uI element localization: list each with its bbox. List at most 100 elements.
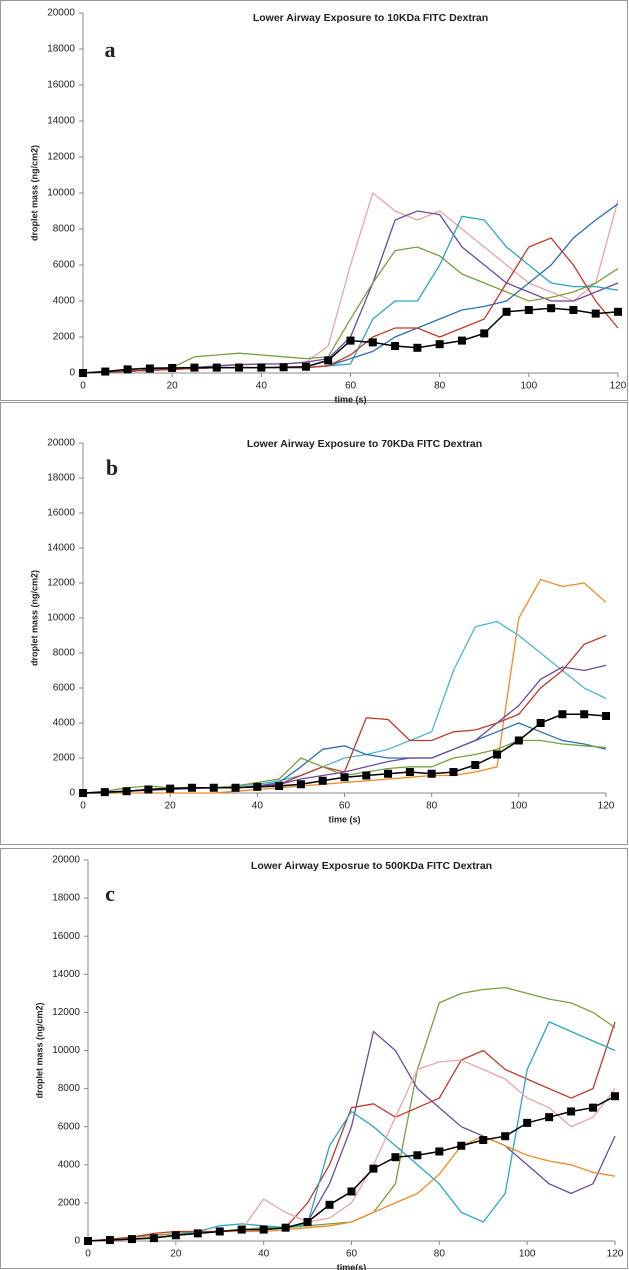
mean-marker	[259, 1225, 268, 1234]
mean-marker	[301, 362, 310, 371]
mean-marker	[171, 1231, 180, 1240]
y-tick-label: 6000	[53, 260, 76, 271]
mean-marker	[347, 1187, 356, 1196]
series-line	[82, 210, 619, 374]
x-tick-label: 40	[258, 1249, 270, 1260]
mean-marker	[123, 365, 132, 374]
y-tick-label: 10000	[47, 613, 75, 624]
mean-marker	[237, 1225, 246, 1234]
panel-label: c	[105, 881, 115, 906]
x-tick-label: 20	[170, 1249, 182, 1260]
y-tick-label: 16000	[47, 508, 75, 519]
mean-marker	[166, 784, 175, 793]
mean-marker	[536, 719, 545, 727]
mean-marker	[480, 329, 489, 338]
y-axis-label: droplet mass (ng/cm2)	[29, 570, 39, 666]
mean-marker	[457, 336, 466, 345]
x-tick-label: 100	[520, 381, 537, 392]
mean-marker	[127, 1235, 136, 1244]
mean-marker	[558, 710, 567, 719]
mean-marker	[449, 768, 458, 776]
x-axis-label: time (s)	[328, 814, 360, 824]
y-tick-label: 0	[69, 788, 75, 799]
mean-marker	[471, 761, 480, 769]
series-line	[87, 1059, 616, 1242]
y-tick-label: 14000	[52, 969, 80, 980]
x-tick-label: 0	[80, 381, 86, 392]
mean-marker	[79, 369, 87, 377]
y-tick-label: 18000	[47, 473, 75, 484]
mean-marker	[340, 773, 349, 782]
series-line	[82, 191, 619, 374]
y-tick-label: 2000	[53, 753, 76, 764]
mean-marker	[346, 336, 355, 345]
y-tick-label: 16000	[47, 80, 75, 91]
panel-label: a	[105, 37, 116, 62]
mean-marker	[547, 304, 556, 313]
mean-marker	[413, 1151, 422, 1160]
mean-marker	[362, 771, 371, 780]
y-tick-label: 8000	[53, 224, 76, 235]
y-tick-label: 14000	[47, 116, 75, 127]
x-tick-label: 60	[346, 1249, 358, 1260]
mean-marker	[391, 342, 400, 350]
mean-marker	[190, 363, 199, 372]
mean-marker	[580, 710, 589, 719]
x-axis-label: time (s)	[334, 394, 366, 404]
x-tick-label: 0	[80, 801, 86, 812]
x-tick-label: 80	[434, 1249, 446, 1260]
mean-marker	[279, 363, 288, 372]
mean-marker	[479, 1136, 488, 1145]
x-tick-label: 120	[610, 381, 627, 392]
mean-marker	[144, 785, 153, 794]
mean-marker	[602, 712, 610, 720]
y-tick-label: 2000	[58, 1198, 81, 1209]
panel-border	[0, 848, 628, 1269]
mean-marker	[149, 1234, 158, 1243]
y-tick-label: 14000	[47, 543, 75, 554]
mean-marker	[435, 340, 444, 349]
mean-marker	[122, 787, 131, 796]
series-line	[87, 1021, 616, 1242]
series-line	[82, 215, 619, 374]
x-tick-label: 100	[519, 1249, 536, 1260]
panel-border	[0, 0, 628, 401]
x-tick-label: 80	[426, 801, 438, 812]
y-tick-label: 12000	[52, 1007, 80, 1018]
series-line	[82, 739, 607, 794]
mean-marker	[384, 769, 393, 778]
mean-marker	[318, 776, 327, 785]
y-tick-label: 4000	[53, 296, 76, 307]
mean-marker	[193, 1229, 202, 1238]
mean-marker	[296, 780, 305, 789]
y-tick-label: 20000	[47, 438, 75, 449]
mean-marker	[435, 1147, 444, 1156]
mean-marker	[614, 307, 622, 316]
series-line	[82, 237, 619, 374]
x-tick-label: 20	[167, 381, 179, 392]
mean-marker	[212, 363, 221, 372]
mean-marker	[325, 1200, 334, 1209]
mean-marker	[427, 769, 436, 778]
mean-marker	[591, 309, 600, 318]
series-line	[87, 1021, 616, 1242]
mean-marker	[493, 750, 502, 759]
y-axis-label: droplet mass (ng/cm2)	[29, 145, 39, 241]
mean-marker	[303, 1217, 312, 1226]
panel-label: b	[106, 455, 118, 480]
mean-marker	[231, 783, 240, 792]
mean-marker	[369, 1164, 378, 1173]
mean-marker	[501, 1132, 510, 1141]
y-tick-label: 2000	[53, 332, 76, 343]
y-tick-label: 18000	[52, 893, 80, 904]
mean-marker	[413, 343, 422, 352]
mean-marker	[524, 306, 533, 314]
x-tick-label: 80	[434, 381, 446, 392]
chart-title: Lower Airway Exposure to 10KDa FITC Dext…	[253, 12, 488, 24]
series-line	[83, 620, 607, 794]
mean-marker	[514, 736, 523, 745]
y-tick-label: 12000	[47, 578, 75, 589]
mean-marker	[589, 1103, 598, 1112]
x-tick-label: 60	[345, 381, 357, 392]
